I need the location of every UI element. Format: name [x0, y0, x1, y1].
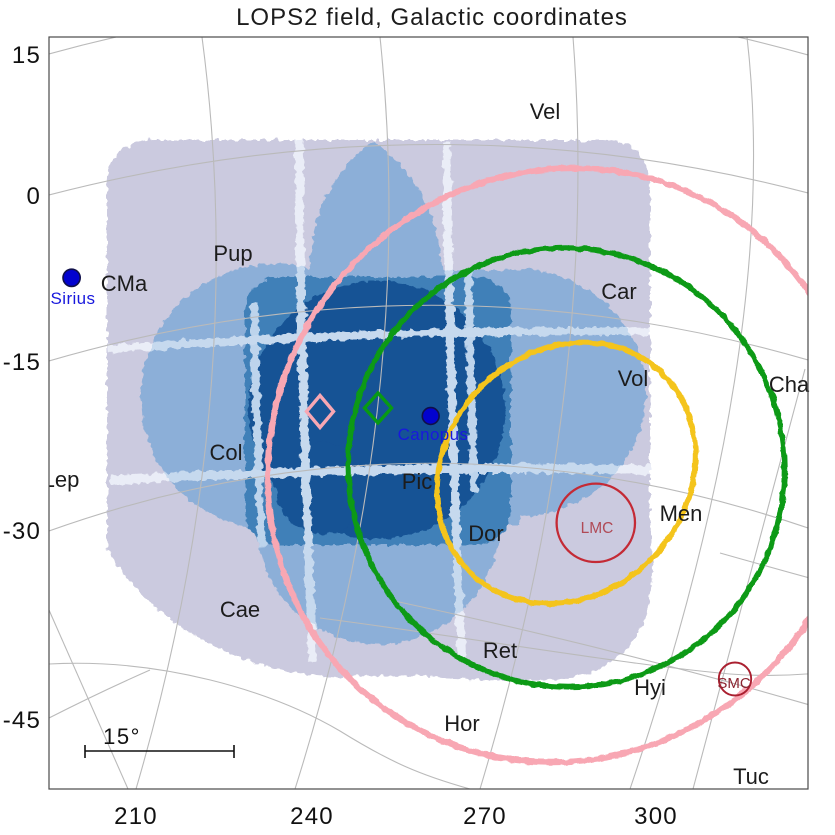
svg-text:Cae: Cae [220, 597, 260, 622]
svg-text:LOPS2 field, Galactic coordina: LOPS2 field, Galactic coordinates [236, 4, 628, 31]
svg-text:0: 0 [26, 183, 41, 210]
svg-text:15: 15 [12, 42, 41, 69]
svg-text:240: 240 [290, 803, 334, 830]
svg-text:SMC: SMC [717, 675, 751, 692]
svg-text:-30: -30 [3, 518, 41, 545]
svg-text:Lep: Lep [43, 467, 80, 492]
svg-text:Dor: Dor [468, 521, 503, 546]
svg-text:Canopus: Canopus [398, 425, 469, 444]
svg-text:Sirius: Sirius [51, 289, 96, 308]
svg-text:210: 210 [114, 803, 158, 830]
svg-text:Pup: Pup [213, 241, 252, 266]
svg-text:Tuc: Tuc [733, 764, 769, 789]
svg-text:300: 300 [634, 803, 678, 830]
svg-text:Hyi: Hyi [634, 675, 666, 700]
svg-text:Vel: Vel [530, 99, 561, 124]
svg-text:Ret: Ret [483, 638, 517, 663]
svg-text:Men: Men [660, 501, 703, 526]
svg-text:Car: Car [601, 279, 636, 304]
svg-text:Cha: Cha [769, 372, 810, 397]
svg-text:Hor: Hor [444, 711, 479, 736]
svg-text:270: 270 [463, 803, 507, 830]
svg-text:15°: 15° [103, 724, 141, 749]
svg-text:Vol: Vol [618, 366, 649, 391]
svg-text:LMC: LMC [581, 520, 614, 537]
svg-text:Col: Col [209, 440, 242, 465]
svg-text:CMa: CMa [101, 271, 148, 296]
svg-text:-15: -15 [3, 349, 41, 376]
svg-text:Pic: Pic [402, 469, 433, 494]
svg-text:-45: -45 [3, 707, 41, 734]
